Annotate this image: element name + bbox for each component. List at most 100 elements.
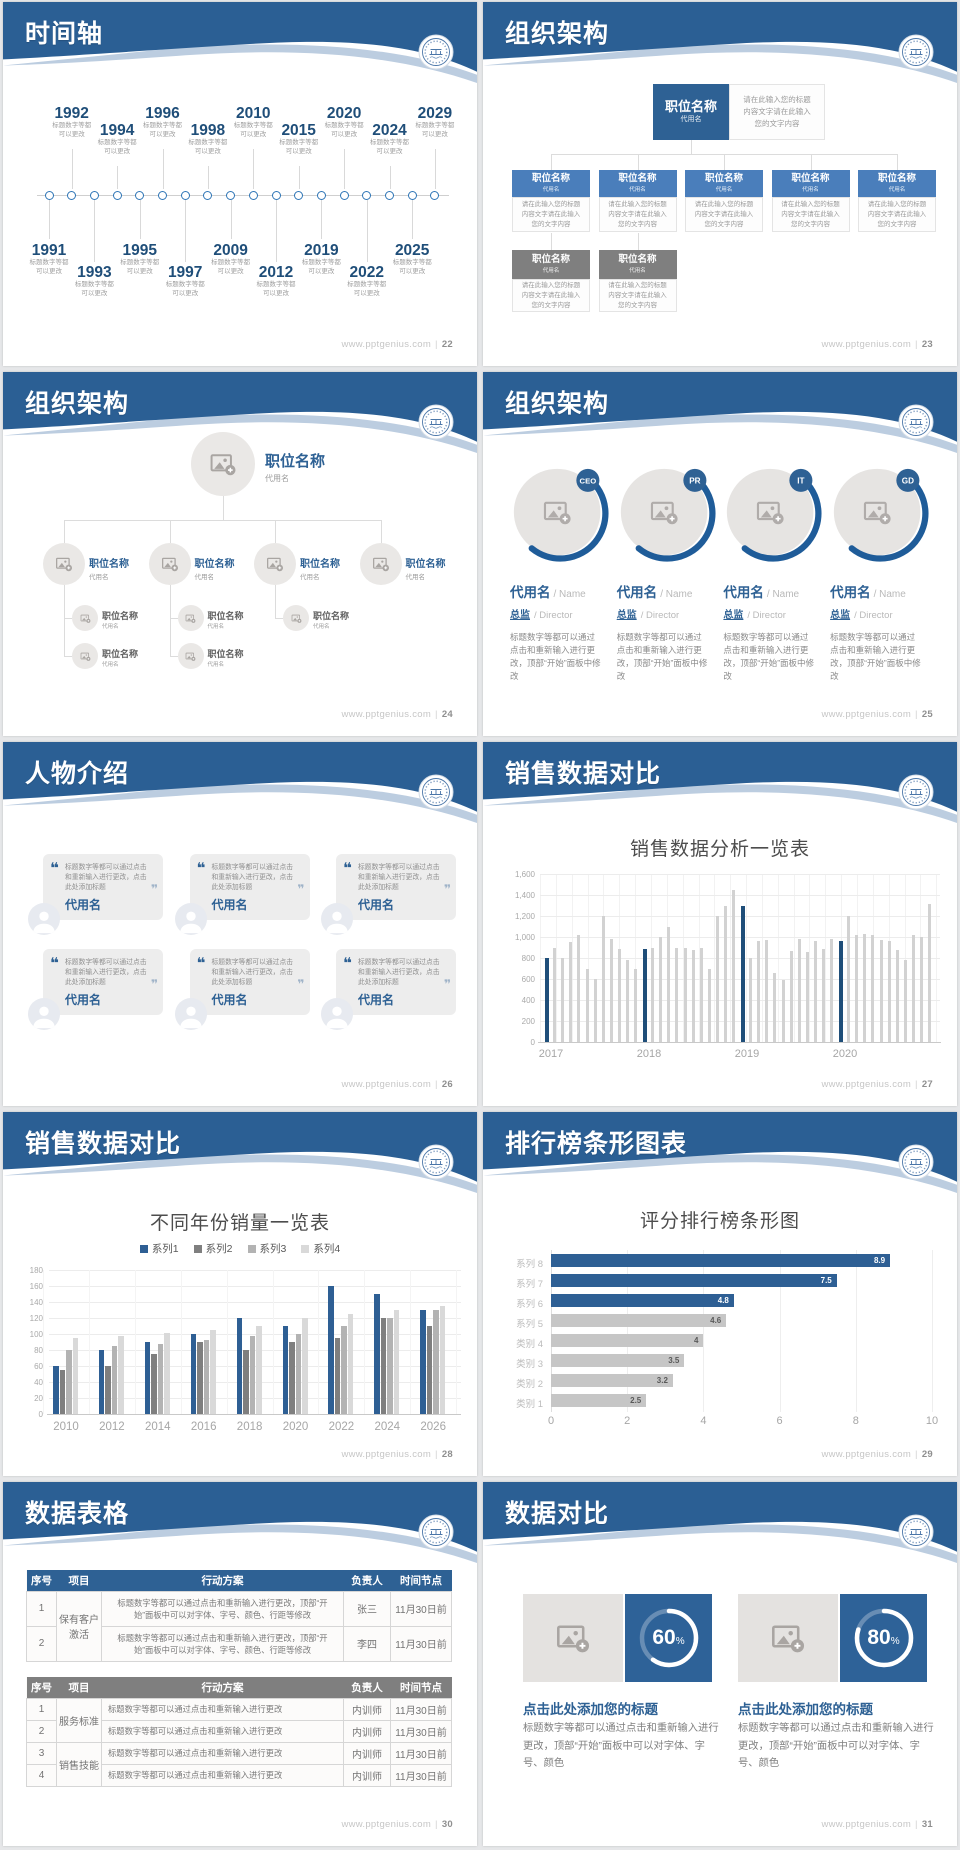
cell-owner: 内训师 xyxy=(343,1697,391,1721)
timeline-caption: 可以更改 xyxy=(58,130,85,138)
image-placeholder-icon xyxy=(557,1625,590,1653)
image-placeholder-icon xyxy=(80,652,90,661)
bar xyxy=(59,1370,65,1414)
org-node-box: 职位名称 代用名 xyxy=(685,170,763,197)
bar xyxy=(707,968,711,1042)
bar xyxy=(773,972,777,1042)
image-placeholder-icon xyxy=(210,454,236,476)
slide-header: 销售数据对比 xyxy=(483,742,957,824)
timeline-dot xyxy=(67,190,77,200)
timeline-caption: 标题数字等都 xyxy=(143,122,182,129)
category-label: 系列 6 xyxy=(516,1299,543,1310)
bar xyxy=(765,940,769,1042)
bar xyxy=(380,1318,387,1414)
legend-item: 系列3 xyxy=(247,1241,286,1256)
timeline-caption: 标题数字等都 xyxy=(324,122,364,129)
slide-27-sales-bar-chart: 销售数据对比 销售数据分析一览表 0 200 400 600 800 1,000 1,200… xyxy=(483,742,957,1106)
footer-page-number: 27 xyxy=(921,1079,933,1090)
chart-gridline-h xyxy=(540,1000,940,1001)
timeline-item: 2019 标题数字等都 可以更改 xyxy=(292,242,350,276)
timeline-caption: 可以更改 xyxy=(331,130,358,138)
slide-footer: www.pptgenius.com | 29 xyxy=(821,1449,933,1460)
footer-page-number: 29 xyxy=(921,1449,933,1460)
bar: 2.5 xyxy=(551,1394,647,1407)
timeline-item: 1995 标题数字等都 可以更改 xyxy=(111,242,169,276)
bar xyxy=(797,939,801,1042)
quote-text: 标题数字等都可以通过点击和重新输入进行更改，点击此处添加标题 xyxy=(358,864,440,891)
org-node-name: 职位名称 xyxy=(877,173,916,185)
card-title: 点击此处添加您的标题 xyxy=(738,1702,873,1717)
footer-page-number: 31 xyxy=(921,1819,933,1830)
open-quote-icon: ❝ xyxy=(196,860,206,877)
profile-role-en: / Director xyxy=(747,610,786,621)
connector-line xyxy=(64,656,72,657)
table-header-cell: 项目 xyxy=(56,1570,102,1591)
connector-line xyxy=(551,233,552,250)
table-row: 1 服务标准 标题数字等都可以通过点击和重新输入进行更改 内训师 11月30日前 xyxy=(26,1697,452,1743)
timeline-caption: 标题数字等都 xyxy=(347,281,387,288)
chart-legend: 系列1 系列2 系列3 系列4 xyxy=(3,1241,477,1256)
legend-swatch xyxy=(247,1244,256,1253)
slide-title: 时间轴 xyxy=(25,20,104,48)
person-avatar xyxy=(321,903,353,935)
person-avatar xyxy=(174,998,207,1030)
percent-box: 60% xyxy=(625,1594,712,1682)
timeline-caption: 可以更改 xyxy=(126,267,153,275)
timeline-item: 2025 标题数字等都 可以更改 xyxy=(383,242,441,276)
footer-site: www.pptgenius.com xyxy=(821,709,912,720)
progress-ring-svg xyxy=(854,1608,913,1668)
footer-site: www.pptgenius.com xyxy=(341,1079,432,1090)
cell-plan: 标题数字等都可以通过点击和重新输入进行更改 xyxy=(101,1741,344,1765)
bar xyxy=(553,947,557,1042)
timeline-stem xyxy=(117,166,119,189)
y-axis-label: 80 xyxy=(34,1346,43,1355)
slide-footer: www.pptgenius.com | 30 xyxy=(341,1819,453,1830)
bar xyxy=(328,1286,334,1414)
timeline-year: 2015 xyxy=(281,122,316,139)
timeline-dot xyxy=(158,190,167,200)
timeline-year: 2025 xyxy=(394,242,430,259)
timeline-caption: 标题数字等都 xyxy=(188,139,228,146)
timeline-stem xyxy=(207,166,209,189)
cell-deadline: 11月30日前 xyxy=(390,1741,452,1765)
profile-card: PR 代用名 / Name 总监 / Director 标题数字等都可以通过点击和重新输… xyxy=(617,465,721,683)
timeline-caption: 可以更改 xyxy=(172,289,199,297)
cell-deadline: 11月30日前 xyxy=(390,1697,452,1721)
percent-number: 80 xyxy=(867,1626,891,1649)
connector-line xyxy=(64,520,65,543)
timeline-item: 2009 标题数字等都 可以更改 xyxy=(202,242,260,276)
bar xyxy=(757,941,761,1042)
timeline-dot xyxy=(339,190,349,200)
slide-title: 数据表格 xyxy=(25,1500,130,1528)
quote-card: ❝ 标题数字等都可以通过点击和重新输入进行更改，点击此处添加标题 ❞ 代用名 xyxy=(336,949,456,1015)
bar xyxy=(911,934,915,1042)
bar xyxy=(393,1310,400,1414)
bar xyxy=(659,937,663,1042)
connector-line xyxy=(810,154,812,170)
sub-photo-circle xyxy=(283,605,309,631)
y-axis-label: 120 xyxy=(29,1314,43,1323)
bar xyxy=(789,950,793,1042)
footer-page-number: 30 xyxy=(441,1819,453,1830)
table-header-cell: 时间节点 xyxy=(390,1570,452,1591)
connector-line xyxy=(169,520,171,543)
profile-description: 标题数字等都可以通过点击和重新输入进行更改，顶部“开始”面板中修改 xyxy=(510,632,601,681)
school-logo-icon xyxy=(418,1514,454,1550)
x-axis-label: 2020 xyxy=(832,1048,858,1060)
org-branch-label: 职位名称 代用名 xyxy=(300,555,340,581)
chart-gridline-v xyxy=(627,1250,629,1412)
timeline-year: 2019 xyxy=(304,242,339,259)
image-placeholder-icon xyxy=(185,652,196,661)
progress-ring-svg xyxy=(639,1608,698,1668)
timeline-item: 1996 标题数字等都 可以更改 xyxy=(134,105,192,139)
org-root-label: 职位名称 代用名 xyxy=(265,450,325,484)
footer-site: www.pptgenius.com xyxy=(821,339,912,350)
slide-header: 时间轴 xyxy=(3,2,477,84)
timeline-stem xyxy=(49,200,50,239)
timeline-caption: 可以更改 xyxy=(399,267,426,275)
timeline-year: 2012 xyxy=(258,264,294,281)
cell-plan: 标题数字等都可以通过点击和重新输入进行更改 xyxy=(101,1719,344,1743)
slide-footer: www.pptgenius.com | 23 xyxy=(821,339,933,350)
org-node-box-gray: 职位名称 代用名 xyxy=(512,250,590,279)
bar xyxy=(72,1338,78,1414)
